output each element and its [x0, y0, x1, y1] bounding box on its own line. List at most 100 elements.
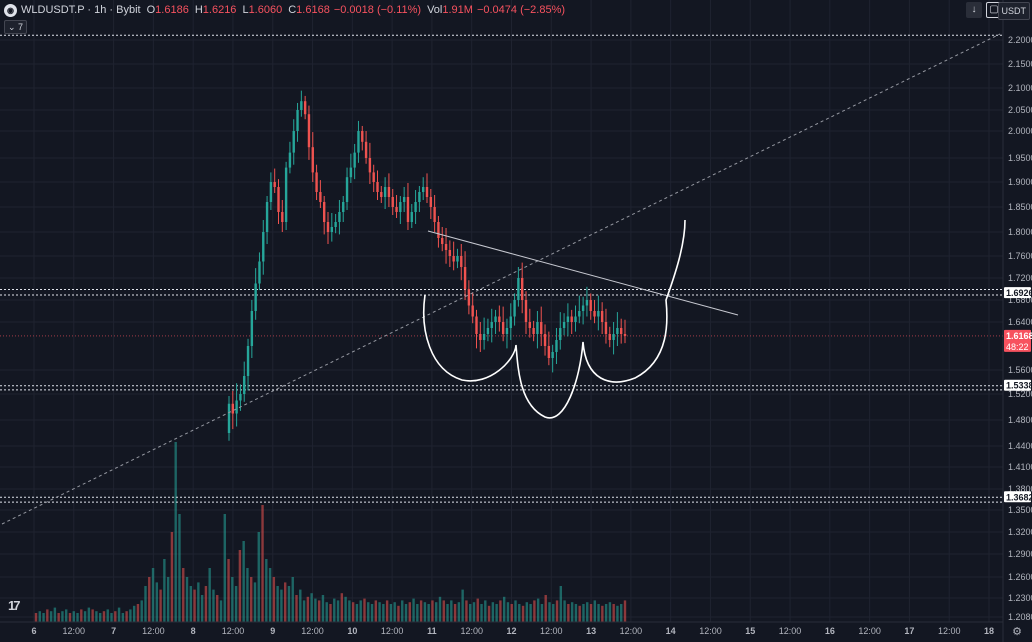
candle	[273, 168, 276, 193]
volume-bar	[200, 595, 204, 622]
volume-bar	[46, 609, 49, 622]
time-tick-label: 10	[347, 626, 357, 636]
time-tick-label: 8	[191, 626, 196, 636]
candle	[501, 306, 505, 342]
volume-bar	[314, 598, 317, 622]
volume-bar	[574, 604, 578, 622]
volume-bar	[223, 514, 226, 622]
candle-body	[402, 197, 406, 202]
gear-icon[interactable]: ⚙	[1012, 626, 1022, 638]
volume-bar	[204, 586, 208, 622]
volume-bar	[76, 613, 79, 622]
candle-body	[380, 192, 383, 197]
candle-body	[585, 300, 589, 306]
time-tick-label: 9	[270, 626, 275, 636]
candle	[418, 186, 421, 212]
candle-body	[303, 101, 307, 115]
candle	[250, 300, 254, 358]
indicators-toggle[interactable]: ⌄ 7	[4, 20, 28, 34]
price-axis-bg	[1003, 0, 1032, 642]
volume-bar	[370, 604, 374, 622]
volume-bar	[174, 442, 177, 622]
candle-body	[437, 222, 440, 238]
symbol-line[interactable]: WLDUSDT.P · 1h · Bybit	[21, 4, 141, 16]
candle	[513, 293, 516, 326]
candle	[479, 322, 482, 352]
candle-body	[330, 227, 334, 232]
candle-body	[334, 222, 337, 227]
candle	[517, 267, 520, 307]
candle	[581, 296, 585, 325]
candle-body	[322, 202, 326, 222]
volume-bar	[306, 596, 310, 622]
currency-button[interactable]: USDT	[997, 2, 1030, 20]
price-tick-label: 1.7200	[1008, 273, 1032, 283]
candle	[547, 331, 551, 366]
volume-bar	[98, 613, 102, 622]
volume-bar	[340, 593, 344, 622]
volume-bar	[219, 600, 223, 622]
time-tick-label: 12	[506, 626, 516, 636]
volume-bar	[506, 602, 510, 622]
candle-body	[452, 256, 455, 262]
volume-bar	[570, 602, 574, 622]
candle-body	[277, 187, 280, 212]
candle-body	[307, 114, 311, 148]
candle-body	[349, 167, 353, 178]
volume-bar	[589, 604, 593, 622]
volume-bar	[427, 604, 430, 622]
candle-body	[570, 316, 573, 322]
volume-bar	[49, 611, 53, 622]
time-tick-label: 13	[586, 626, 596, 636]
volume-bar	[129, 609, 132, 622]
candle-body	[581, 305, 585, 311]
time-tick-label: 12:00	[301, 626, 324, 636]
candle	[612, 322, 615, 355]
volume-bar	[140, 600, 143, 622]
price-tick-label: 1.2900	[1008, 549, 1032, 559]
symbol-legend: ◉ WLDUSDT.P · 1h · Bybit O 1.6186 H 1.6216…	[4, 2, 565, 18]
candle	[425, 173, 429, 203]
volume-bar	[287, 586, 291, 622]
volume-bar	[491, 602, 495, 622]
candle-body	[471, 305, 474, 317]
candle	[364, 131, 368, 164]
volume-bar	[87, 607, 91, 622]
price-label-bg	[1004, 287, 1031, 299]
volume-bar	[604, 604, 608, 622]
volume-bar	[567, 604, 570, 622]
descending-trend-line	[427, 230, 739, 316]
volume-bar	[453, 604, 457, 622]
price-tick-label: 2.2000	[1008, 35, 1032, 45]
horizontal-levels	[0, 34, 1003, 503]
candle	[406, 183, 410, 230]
candle-body	[353, 152, 356, 168]
countdown-label: 48:22	[1006, 342, 1029, 352]
time-tick-label: 11	[427, 626, 437, 636]
top-controls: ↓ ▢	[966, 2, 1002, 18]
candle-body	[288, 152, 292, 168]
price-tick-label: 2.1500	[1008, 59, 1032, 69]
volume-bar	[435, 602, 438, 622]
candle	[262, 220, 265, 275]
volume-bar	[216, 595, 219, 622]
candle-body	[547, 346, 551, 358]
time-tick-label: 17	[904, 626, 914, 636]
volume-bar	[68, 613, 72, 622]
candle	[562, 313, 566, 336]
price-tick-label: 1.4100	[1008, 462, 1032, 472]
candle-body	[467, 289, 471, 306]
price-tick-label: 1.2300	[1008, 593, 1032, 603]
candle	[433, 195, 436, 232]
scroll-down-icon[interactable]: ↓	[966, 2, 982, 18]
candle	[616, 312, 619, 346]
candle	[246, 338, 250, 391]
price-tick-label: 1.6400	[1008, 317, 1032, 327]
candle	[490, 308, 493, 343]
candle	[498, 305, 501, 332]
ascending-trend-line	[1, 33, 1001, 525]
volume-bar	[114, 611, 117, 622]
price-tick-label: 1.3200	[1008, 527, 1032, 537]
volume-bar	[378, 602, 381, 622]
